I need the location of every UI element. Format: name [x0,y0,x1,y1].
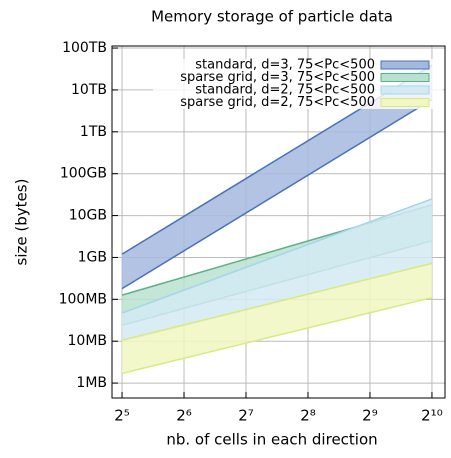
x-axis-label: nb. of cells in each direction [166,431,377,449]
band-lower-line [121,296,433,375]
legend-swatch [380,73,430,82]
legend-background [153,84,443,97]
y-tick-label: 1GB [78,249,107,265]
band-area [122,198,432,342]
legend-label: standard, d=3, 75<Pc<500 [195,58,375,73]
legend-background [153,59,443,72]
x-tick-label: 2⁵ [114,407,130,425]
y-tick-label: 100MB [59,291,107,307]
legend-background [153,96,443,109]
x-tick-label: 2¹⁰ [421,407,443,425]
legend-swatch [380,60,430,70]
legend-label: sparse grid, d=3, 75<Pc<500 [180,70,375,85]
y-tick-label: 100TB [62,40,107,56]
x-tick-label: 2⁷ [238,407,254,425]
plot-frame [111,45,446,399]
chart-title: Memory storage of particle data [151,8,393,26]
y-tick-label: 100GB [60,166,107,182]
legend-swatch [380,85,430,95]
band-upper-line [121,262,433,341]
legend-label: sparse grid, d=2, 75<Pc<500 [180,95,375,110]
y-tick-label: 1TB [80,124,107,140]
band-lower-line [121,98,433,290]
x-tick-label: 2⁹ [362,407,378,425]
band-upper-line [121,198,433,314]
legend-label: standard, d=2, 75<Pc<500 [195,83,375,98]
y-tick-label: 10GB [69,208,107,224]
x-tick-label: 2⁸ [300,407,316,425]
y-tick-label: 1MB [76,375,107,391]
x-tick-label: 2⁶ [176,407,192,425]
y-tick-label: 10MB [68,333,108,349]
legend-swatch [380,98,430,107]
y-axis-label: size (bytes) [13,179,31,266]
band-area [122,263,432,374]
y-tick-label: 10TB [71,82,107,98]
legend-background [153,71,443,84]
band-area [122,65,432,289]
